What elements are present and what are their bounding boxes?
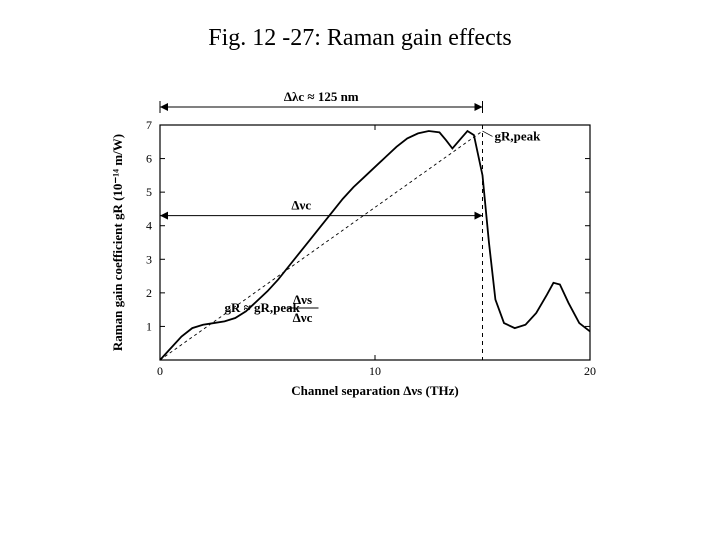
svg-text:5: 5 [146, 185, 152, 199]
figure-title: Fig. 12 -27: Raman gain effects [0, 25, 720, 52]
svg-text:7: 7 [146, 118, 152, 132]
svg-text:20: 20 [584, 364, 596, 378]
svg-text:Δνc: Δνc [293, 310, 313, 325]
svg-text:6: 6 [146, 152, 152, 166]
svg-text:10: 10 [369, 364, 381, 378]
svg-text:Channel separation Δνs (THz): Channel separation Δνs (THz) [291, 383, 458, 398]
svg-text:0: 0 [157, 364, 163, 378]
svg-text:3: 3 [146, 252, 152, 266]
svg-text:Δνc: Δνc [291, 198, 311, 213]
svg-text:1: 1 [146, 319, 152, 333]
svg-text:4: 4 [146, 219, 152, 233]
svg-text:Δλc ≈ 125 nm: Δλc ≈ 125 nm [284, 89, 359, 104]
raman-gain-chart: 123456701020Δλc ≈ 125 nmΔνcgR,peakgR ≈ g… [100, 85, 620, 415]
svg-text:gR,peak: gR,peak [495, 128, 542, 143]
svg-text:Δνs: Δνs [293, 292, 312, 307]
svg-text:2: 2 [146, 286, 152, 300]
svg-text:Raman gain coefficient gR (10⁻: Raman gain coefficient gR (10⁻¹⁴ m/W) [110, 134, 125, 351]
